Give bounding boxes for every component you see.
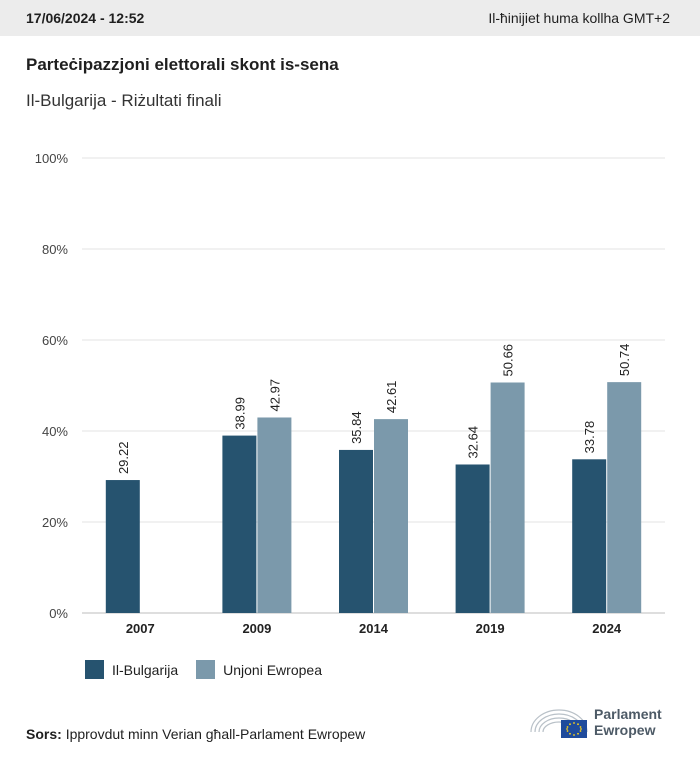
data-label: 42.61 (384, 381, 399, 414)
header-timezone: Il-ħinijiet huma kollha GMT+2 (488, 10, 670, 26)
bar (374, 419, 408, 613)
source-note: Sors: Ipprovdut minn Verian għall-Parlam… (26, 726, 365, 742)
x-tick-label: 2019 (476, 621, 505, 636)
bar (105, 480, 140, 613)
legend-swatch-bulgaria (85, 660, 104, 679)
header-date: 17/06/2024 - 12:52 (26, 10, 145, 26)
source-label: Sors: (26, 726, 62, 742)
bar (572, 459, 607, 613)
bar (490, 382, 525, 613)
bar-chart: 0% 20% 40% 60% 80% 100% 2007 29.22 2009 38.99 42.9… (35, 151, 665, 636)
x-tick-label: 2007 (126, 621, 155, 636)
chart-title: Parteċipazzjoni elettorali skont is-sena (26, 55, 339, 74)
data-label: 50.66 (501, 344, 516, 377)
bar (222, 435, 257, 613)
data-label: 42.97 (267, 379, 282, 412)
eu-flag-icon (561, 720, 587, 738)
legend: Il-Bulgarija Unjoni Ewropea (85, 660, 340, 679)
data-label: 35.84 (349, 411, 364, 444)
hemicycle-icon (530, 709, 588, 738)
bar (339, 449, 373, 613)
data-label: 32.64 (466, 426, 481, 459)
x-tick-label: 2024 (592, 621, 622, 636)
y-tick-label: 80% (42, 242, 68, 257)
data-label: 50.74 (617, 344, 632, 377)
bar (455, 464, 490, 613)
y-tick-label: 0% (49, 606, 68, 621)
legend-item-eu: Unjoni Ewropea (196, 660, 322, 679)
data-label: 29.22 (116, 442, 131, 475)
source-text: Ipprovdut minn Verian għall-Parlament Ew… (65, 726, 366, 742)
legend-item-bulgaria: Il-Bulgarija (85, 660, 178, 679)
legend-label-bulgaria: Il-Bulgarija (112, 661, 179, 678)
parliament-logo: Parlament Ewropew (528, 700, 678, 744)
logo-text: Parlament Ewropew (594, 706, 662, 738)
x-tick-label: 2014 (359, 621, 389, 636)
legend-label-eu: Unjoni Ewropea (223, 661, 322, 678)
data-label: 33.78 (582, 421, 597, 454)
legend-swatch-eu (196, 660, 216, 679)
y-tick-label: 60% (42, 333, 68, 348)
logo-line-2: Ewropew (594, 722, 656, 738)
header-bar: 17/06/2024 - 12:52 Il-ħinijiet huma koll… (0, 0, 700, 36)
bar (607, 382, 642, 613)
y-tick-label: 100% (35, 151, 69, 166)
logo-line-1: Parlament (594, 706, 662, 722)
data-label: 38.99 (232, 397, 247, 430)
x-tick-label: 2009 (242, 621, 271, 636)
y-tick-label: 20% (42, 515, 68, 530)
bar (257, 417, 292, 613)
y-tick-label: 40% (42, 424, 68, 439)
chart-subtitle: Il-Bulgarija - Riżultati finali (26, 91, 222, 110)
